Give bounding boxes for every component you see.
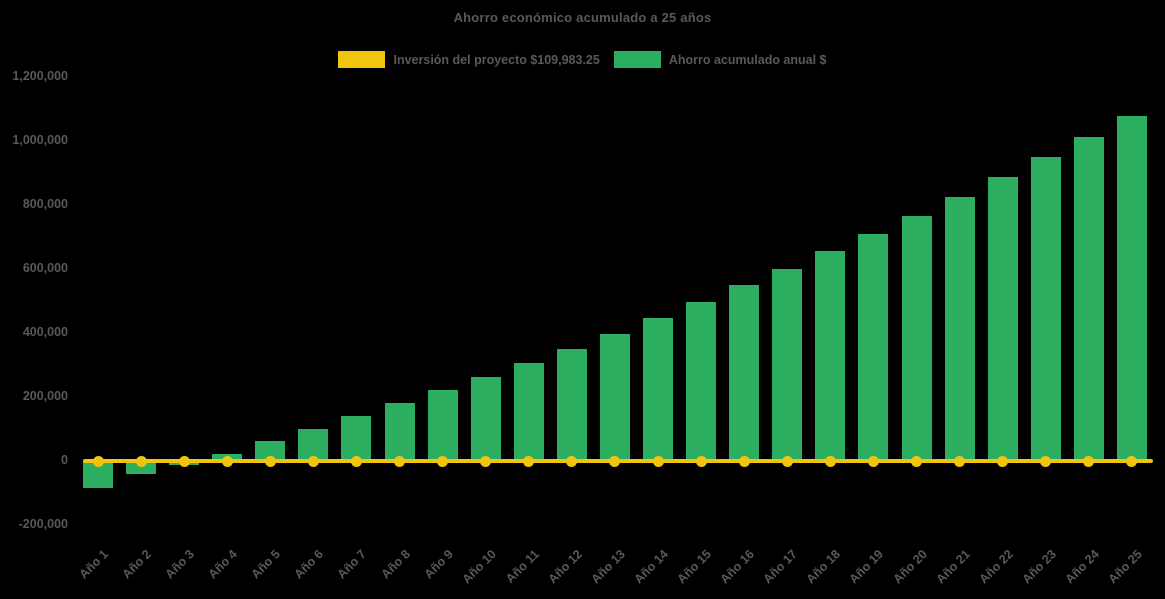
- y-axis-label: 0: [61, 453, 68, 467]
- y-axis-label: 600,000: [22, 261, 68, 275]
- bar-ano-2: [126, 461, 157, 475]
- line-marker: [954, 455, 966, 467]
- bar-ano-19: [858, 234, 889, 461]
- bar-ano-25: [1116, 116, 1147, 461]
- line-marker: [350, 455, 362, 467]
- legend: Inversión del proyecto $109,983.25 Ahorr…: [0, 51, 1165, 68]
- bar-ano-15: [686, 302, 717, 461]
- line-marker: [781, 455, 793, 467]
- line-marker: [264, 455, 276, 467]
- line-marker: [695, 455, 707, 467]
- line-marker: [738, 455, 750, 467]
- plot-area: 1,200,000 1,000,000 800,000 600,000 400,000 2…: [12, 69, 1153, 586]
- line-marker: [652, 455, 664, 467]
- investment-swatch-icon: [338, 51, 386, 68]
- bar-ano-16: [729, 285, 760, 461]
- y-axis-label: 200,000: [22, 389, 68, 403]
- line-marker: [437, 455, 449, 467]
- bar-ano-21: [944, 197, 975, 461]
- bar-ano-17: [772, 268, 803, 461]
- line-marker: [1040, 455, 1052, 467]
- line-marker: [394, 455, 406, 467]
- bar-ano-23: [1030, 156, 1061, 461]
- legend-label-investment: Inversión del proyecto $109,983.25: [393, 52, 600, 67]
- y-axis-label: 1,200,000: [12, 69, 68, 83]
- savings-swatch-icon: [613, 51, 661, 68]
- line-marker: [480, 455, 492, 467]
- line-marker: [221, 455, 233, 467]
- y-axis-label: 400,000: [22, 325, 68, 339]
- legend-label-savings: Ahorro acumulado anual $: [668, 52, 827, 67]
- line-marker: [1126, 455, 1138, 467]
- line-marker: [609, 455, 621, 467]
- line-marker: [911, 455, 923, 467]
- bar-ano-8: [384, 403, 415, 461]
- line-marker: [1083, 455, 1095, 467]
- bar-ano-7: [341, 416, 372, 461]
- bar-ano-13: [599, 333, 630, 461]
- bar-ano-14: [643, 318, 674, 461]
- legend-item-savings: Ahorro acumulado anual $: [613, 51, 827, 68]
- line-marker: [566, 455, 578, 467]
- chart-title: Ahorro económico acumulado a 25 años: [453, 10, 712, 25]
- line-marker: [867, 455, 879, 467]
- line-marker: [997, 455, 1009, 467]
- bar-ano-9: [427, 389, 458, 461]
- bar-ano-24: [1073, 136, 1104, 461]
- bar-ano-10: [470, 377, 501, 461]
- line-marker: [307, 455, 319, 467]
- line-marker: [178, 455, 190, 467]
- y-axis-label: -200,000: [18, 517, 68, 531]
- line-marker: [135, 455, 147, 467]
- bar-ano-5: [255, 440, 286, 461]
- legend-item-investment: Inversión del proyecto $109,983.25: [338, 51, 600, 68]
- y-axis-label: 1,000,000: [12, 133, 68, 147]
- line-marker: [523, 455, 535, 467]
- line-marker: [824, 455, 836, 467]
- bar-ano-18: [815, 251, 846, 461]
- chart: Ahorro económico acumulado a 25 años Inv…: [0, 10, 1165, 586]
- bar-ano-22: [987, 177, 1018, 461]
- bar-ano-11: [513, 362, 544, 461]
- bar-ano-20: [901, 215, 932, 461]
- bar-ano-12: [556, 348, 587, 461]
- y-axis-label: 800,000: [22, 197, 68, 211]
- line-marker: [92, 455, 104, 467]
